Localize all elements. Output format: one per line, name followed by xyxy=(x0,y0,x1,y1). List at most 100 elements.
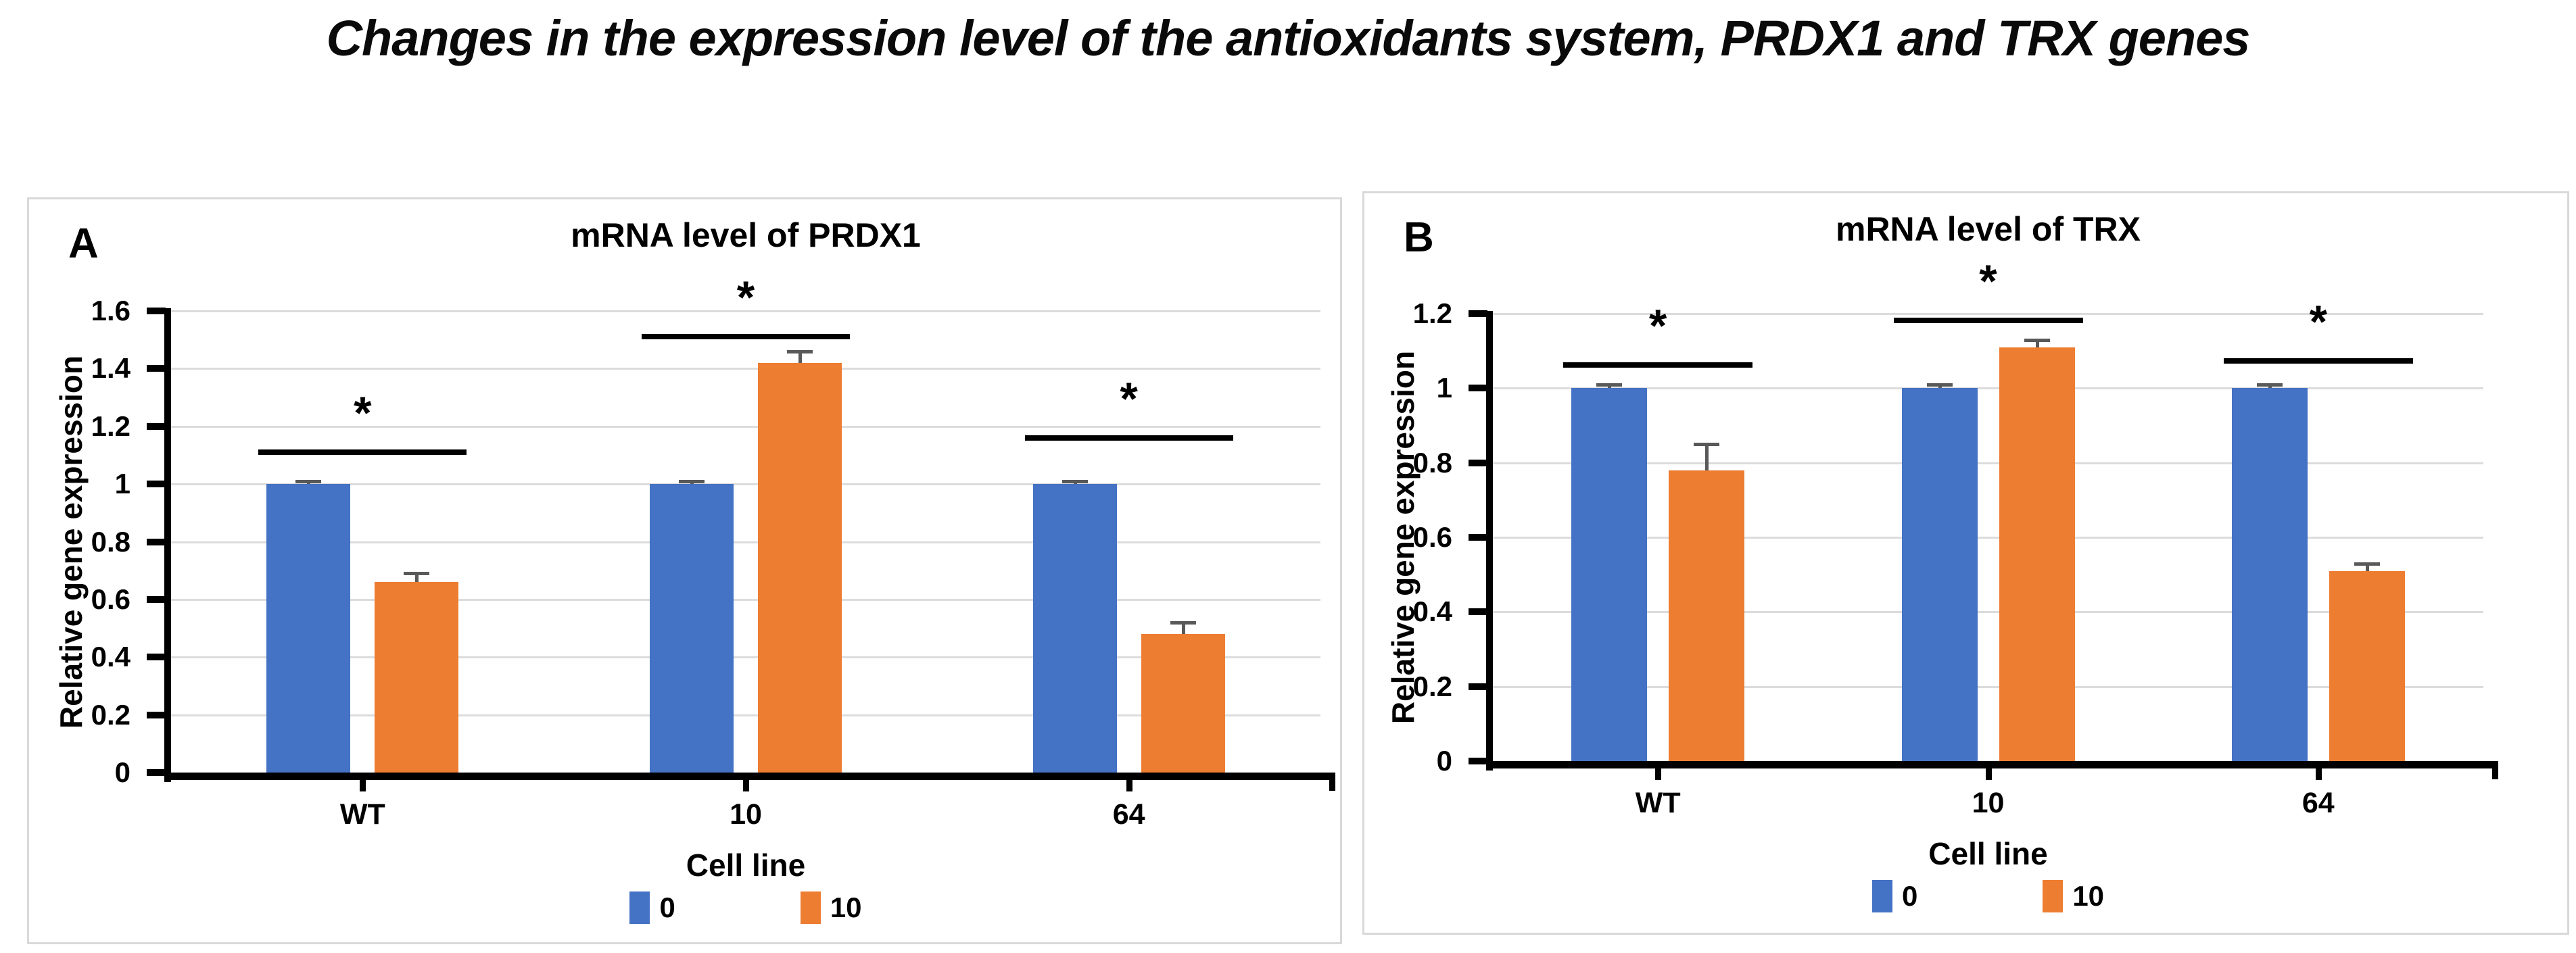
y-tick-label-0.8: 0.8 xyxy=(1412,446,1452,479)
x-category-label-10: 10 xyxy=(730,798,762,831)
significance-line-10 xyxy=(1893,317,2083,323)
y-tick-0.4 xyxy=(147,654,166,661)
y-tick-label-0.2: 0.2 xyxy=(91,698,130,731)
y-tick-1 xyxy=(1469,385,1487,392)
gridline-1 xyxy=(1493,387,2483,390)
x-tick-WT xyxy=(360,780,366,791)
error-cap-10-series-0 xyxy=(1926,383,1953,387)
y-tick-label-1.2: 1.2 xyxy=(91,410,130,442)
y-tick-label-0.8: 0.8 xyxy=(91,525,130,558)
error-cap-10-series-10 xyxy=(787,349,813,353)
x-category-label-64: 64 xyxy=(2301,787,2335,819)
y-tick-label-0.2: 0.2 xyxy=(1412,670,1452,702)
significance-line-WT xyxy=(258,449,467,455)
y-tick-label-0: 0 xyxy=(1436,745,1452,777)
error-cap-WT-series-0 xyxy=(1596,383,1623,387)
y-axis-line xyxy=(1486,311,1493,771)
error-cap-WT-series-0 xyxy=(295,479,322,483)
chart-title-prdx1: mRNA level of PRDX1 xyxy=(571,216,921,254)
y-axis-line xyxy=(164,308,171,782)
y-tick-label-0.4: 0.4 xyxy=(91,641,130,673)
legend-swatch-0 xyxy=(1871,880,1892,912)
error-cap-10-series-0 xyxy=(679,479,705,483)
x-axis-end-tick xyxy=(2492,761,2498,779)
y-tick-0.2 xyxy=(147,711,166,718)
y-tick-1 xyxy=(147,481,166,488)
x-tick-WT xyxy=(1655,768,1662,780)
x-axis-title: Cell line xyxy=(1928,836,2048,871)
gridline-0.4 xyxy=(171,656,1320,659)
error-bar-64-series-10 xyxy=(1181,622,1185,635)
panel-letter-a: A xyxy=(68,220,99,267)
y-tick-0.8 xyxy=(1469,459,1487,466)
error-cap-64-series-10 xyxy=(2354,562,2380,566)
bar-WT-series-10 xyxy=(1669,470,1745,761)
gridline-0.8 xyxy=(171,541,1320,543)
y-tick-1.4 xyxy=(147,365,166,372)
gridline-0.4 xyxy=(1493,611,2483,614)
gridline-0.6 xyxy=(171,598,1320,601)
significance-asterisk-WT: * xyxy=(354,387,372,439)
gridline-1 xyxy=(171,483,1320,486)
bar-64-series-0 xyxy=(2231,388,2308,761)
bar-WT-series-10 xyxy=(375,582,459,773)
legend-label-0: 0 xyxy=(659,891,675,923)
y-tick-label-0.4: 0.4 xyxy=(1412,595,1452,628)
bar-64-series-0 xyxy=(1032,484,1117,773)
significance-line-WT xyxy=(1563,362,1753,368)
x-tick-10 xyxy=(1985,768,1992,780)
x-tick-10 xyxy=(743,780,749,791)
significance-line-10 xyxy=(642,334,850,340)
y-tick-label-0.6: 0.6 xyxy=(91,583,130,615)
error-cap-WT-series-10 xyxy=(404,572,430,576)
x-category-label-WT: WT xyxy=(339,798,385,831)
x-category-label-10: 10 xyxy=(1972,787,2005,819)
x-tick-64 xyxy=(1126,780,1132,791)
significance-asterisk-64: * xyxy=(1120,372,1138,424)
significance-asterisk-64: * xyxy=(2309,296,2328,348)
y-tick-label-0: 0 xyxy=(114,756,130,788)
significance-asterisk-10: * xyxy=(1979,255,1997,307)
legend-entry-0: 0 xyxy=(629,891,675,924)
significance-asterisk-WT: * xyxy=(1648,299,1667,351)
y-tick-1.2 xyxy=(147,422,166,430)
legend-label-10: 10 xyxy=(830,891,862,923)
significance-line-64 xyxy=(2223,358,2413,364)
y-tick-0.6 xyxy=(147,595,166,603)
chart-title-trx: mRNA level of TRX xyxy=(1835,210,2141,248)
error-cap-WT-series-10 xyxy=(1694,443,1720,447)
panel-prdx1: A mRNA level of PRDX1 Relative gene expr… xyxy=(27,197,1342,944)
y-tick-label-1.2: 1.2 xyxy=(1412,297,1452,329)
legend-swatch-10 xyxy=(800,891,821,924)
gridline-0.8 xyxy=(1493,462,2483,464)
x-tick-64 xyxy=(2315,768,2322,780)
x-category-label-64: 64 xyxy=(1112,798,1145,831)
bar-64-series-10 xyxy=(2329,570,2405,761)
plot-area xyxy=(171,310,1320,773)
y-tick-1.2 xyxy=(1469,310,1487,317)
y-tick-0.4 xyxy=(1469,608,1487,616)
x-axis-line xyxy=(1486,761,2498,768)
legend-swatch-10 xyxy=(2043,880,2064,912)
legend-label-10: 10 xyxy=(2072,880,2105,912)
y-tick-0 xyxy=(1469,758,1487,764)
x-axis-line xyxy=(164,773,1335,780)
gridline-0.6 xyxy=(1493,537,2483,539)
x-category-label-WT: WT xyxy=(1635,787,1681,819)
y-tick-label-1: 1 xyxy=(1436,372,1452,404)
gridline-0.2 xyxy=(1493,685,2483,688)
gridline-0.2 xyxy=(171,714,1320,716)
error-bar-10-series-10 xyxy=(2035,339,2039,347)
significance-line-64 xyxy=(1024,435,1233,441)
y-tick-0 xyxy=(147,769,166,776)
bar-WT-series-0 xyxy=(1571,388,1648,761)
error-bar-10-series-10 xyxy=(798,351,802,363)
error-bar-64-series-10 xyxy=(2365,563,2369,571)
y-tick-0.2 xyxy=(1469,683,1487,690)
x-axis-end-tick xyxy=(1329,773,1335,791)
bar-WT-series-0 xyxy=(266,484,351,773)
error-cap-64-series-0 xyxy=(1062,479,1088,483)
panel-letter-b: B xyxy=(1404,214,1434,261)
bar-64-series-10 xyxy=(1141,634,1225,773)
